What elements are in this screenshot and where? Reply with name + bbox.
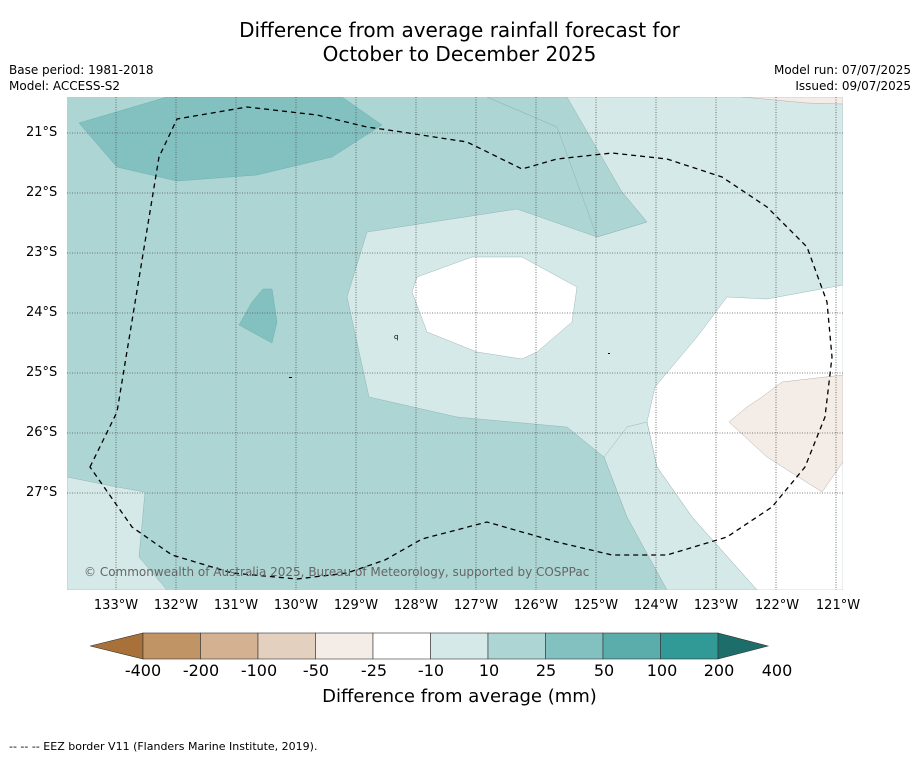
region-dry-east	[728, 374, 843, 493]
lon-label-129: 129°W	[333, 598, 379, 613]
lon-label-131: 131°W	[213, 598, 259, 613]
footnote: -- -- -- EEZ border V11 (Flanders Marine…	[9, 740, 318, 753]
region-25-50-strip	[486, 97, 648, 238]
colorbar-label: Difference from average (mm)	[322, 686, 597, 707]
colorbar-tick: -100	[240, 661, 278, 680]
lon-label-123: 123°W	[693, 598, 739, 613]
colorbar-tick: 200	[703, 661, 735, 680]
region-50-100-nw	[78, 97, 383, 182]
colorbar-tick: 25	[535, 661, 557, 680]
meta-left: Base period: 1981-2018 Model: ACCESS-S2	[9, 62, 154, 94]
lon-label-124: 124°W	[633, 598, 679, 613]
meta-right: Model run: 07/07/2025 Issued: 09/07/2025	[774, 62, 911, 94]
map-title: Difference from average rainfall forecas…	[0, 18, 919, 66]
colorbar-extend-low	[89, 632, 144, 660]
lat-label-21: 21°S	[26, 125, 58, 140]
region-dry-top	[741, 97, 843, 105]
model-run: Model run: 07/07/2025	[773, 63, 911, 77]
colorbar-segment	[142, 632, 201, 660]
colorbar	[89, 630, 830, 662]
lon-label-125: 125°W	[573, 598, 619, 613]
model-name: Model: ACCESS-S2	[9, 79, 121, 93]
lon-label-121: 121°W	[815, 598, 861, 613]
lon-label-130: 130°W	[273, 598, 319, 613]
colorbar-segment	[660, 632, 719, 660]
title-line-1: Difference from average rainfall forecas…	[239, 18, 680, 42]
lon-label-133: 133°W	[93, 598, 139, 613]
graticule	[67, 97, 843, 590]
lat-label-26: 26°S	[26, 425, 58, 440]
colorbar-tick: 400	[761, 661, 793, 680]
island-dot-1	[608, 353, 610, 354]
colorbar-segment	[200, 632, 259, 660]
lon-label-128: 128°W	[393, 598, 439, 613]
colorbar-tick: 100	[646, 661, 678, 680]
colorbar-tick: -50	[302, 661, 330, 680]
island-dot-2	[289, 377, 292, 378]
lon-label-122: 122°W	[754, 598, 800, 613]
base-period: Base period: 1981-2018	[9, 63, 154, 77]
map-svg: q	[67, 97, 843, 590]
colorbar-tick: -10	[417, 661, 445, 680]
lat-label-27: 27°S	[26, 485, 58, 500]
eez-border	[89, 106, 833, 580]
lon-label-132: 132°W	[153, 598, 199, 613]
colorbar-tick: 50	[593, 661, 615, 680]
colorbar-extend-high	[717, 632, 770, 660]
lat-label-25: 25°S	[26, 365, 58, 380]
colorbar-segment	[487, 632, 546, 660]
title-line-2: October to December 2025	[322, 42, 597, 66]
colorbar-segment	[315, 632, 374, 660]
colorbar-segment	[372, 632, 431, 660]
issued-date: Issued: 09/07/2025	[795, 79, 911, 93]
colorbar-segment	[257, 632, 316, 660]
colorbar-segment	[430, 632, 489, 660]
lat-label-22: 22°S	[26, 185, 58, 200]
colorbar-tick: -25	[360, 661, 388, 680]
region-10-25-sw	[67, 476, 168, 590]
colorbar-tick: -200	[182, 661, 220, 680]
lon-label-127: 127°W	[453, 598, 499, 613]
copyright-text: © Commonwealth of Australia 2025, Bureau…	[84, 565, 590, 579]
region-50-100-small	[238, 288, 278, 344]
lat-label-24: 24°S	[26, 305, 58, 320]
colorbar-tick: 10	[478, 661, 500, 680]
lon-label-126: 126°W	[513, 598, 559, 613]
colorbar-segment	[602, 632, 661, 660]
lat-label-23: 23°S	[26, 245, 58, 260]
island-marker: q	[394, 333, 398, 341]
colorbar-tick: -400	[124, 661, 162, 680]
colorbar-svg	[89, 632, 770, 660]
map-area: q	[67, 97, 843, 590]
region-10-25-south	[603, 421, 758, 590]
colorbar-segment	[545, 632, 604, 660]
